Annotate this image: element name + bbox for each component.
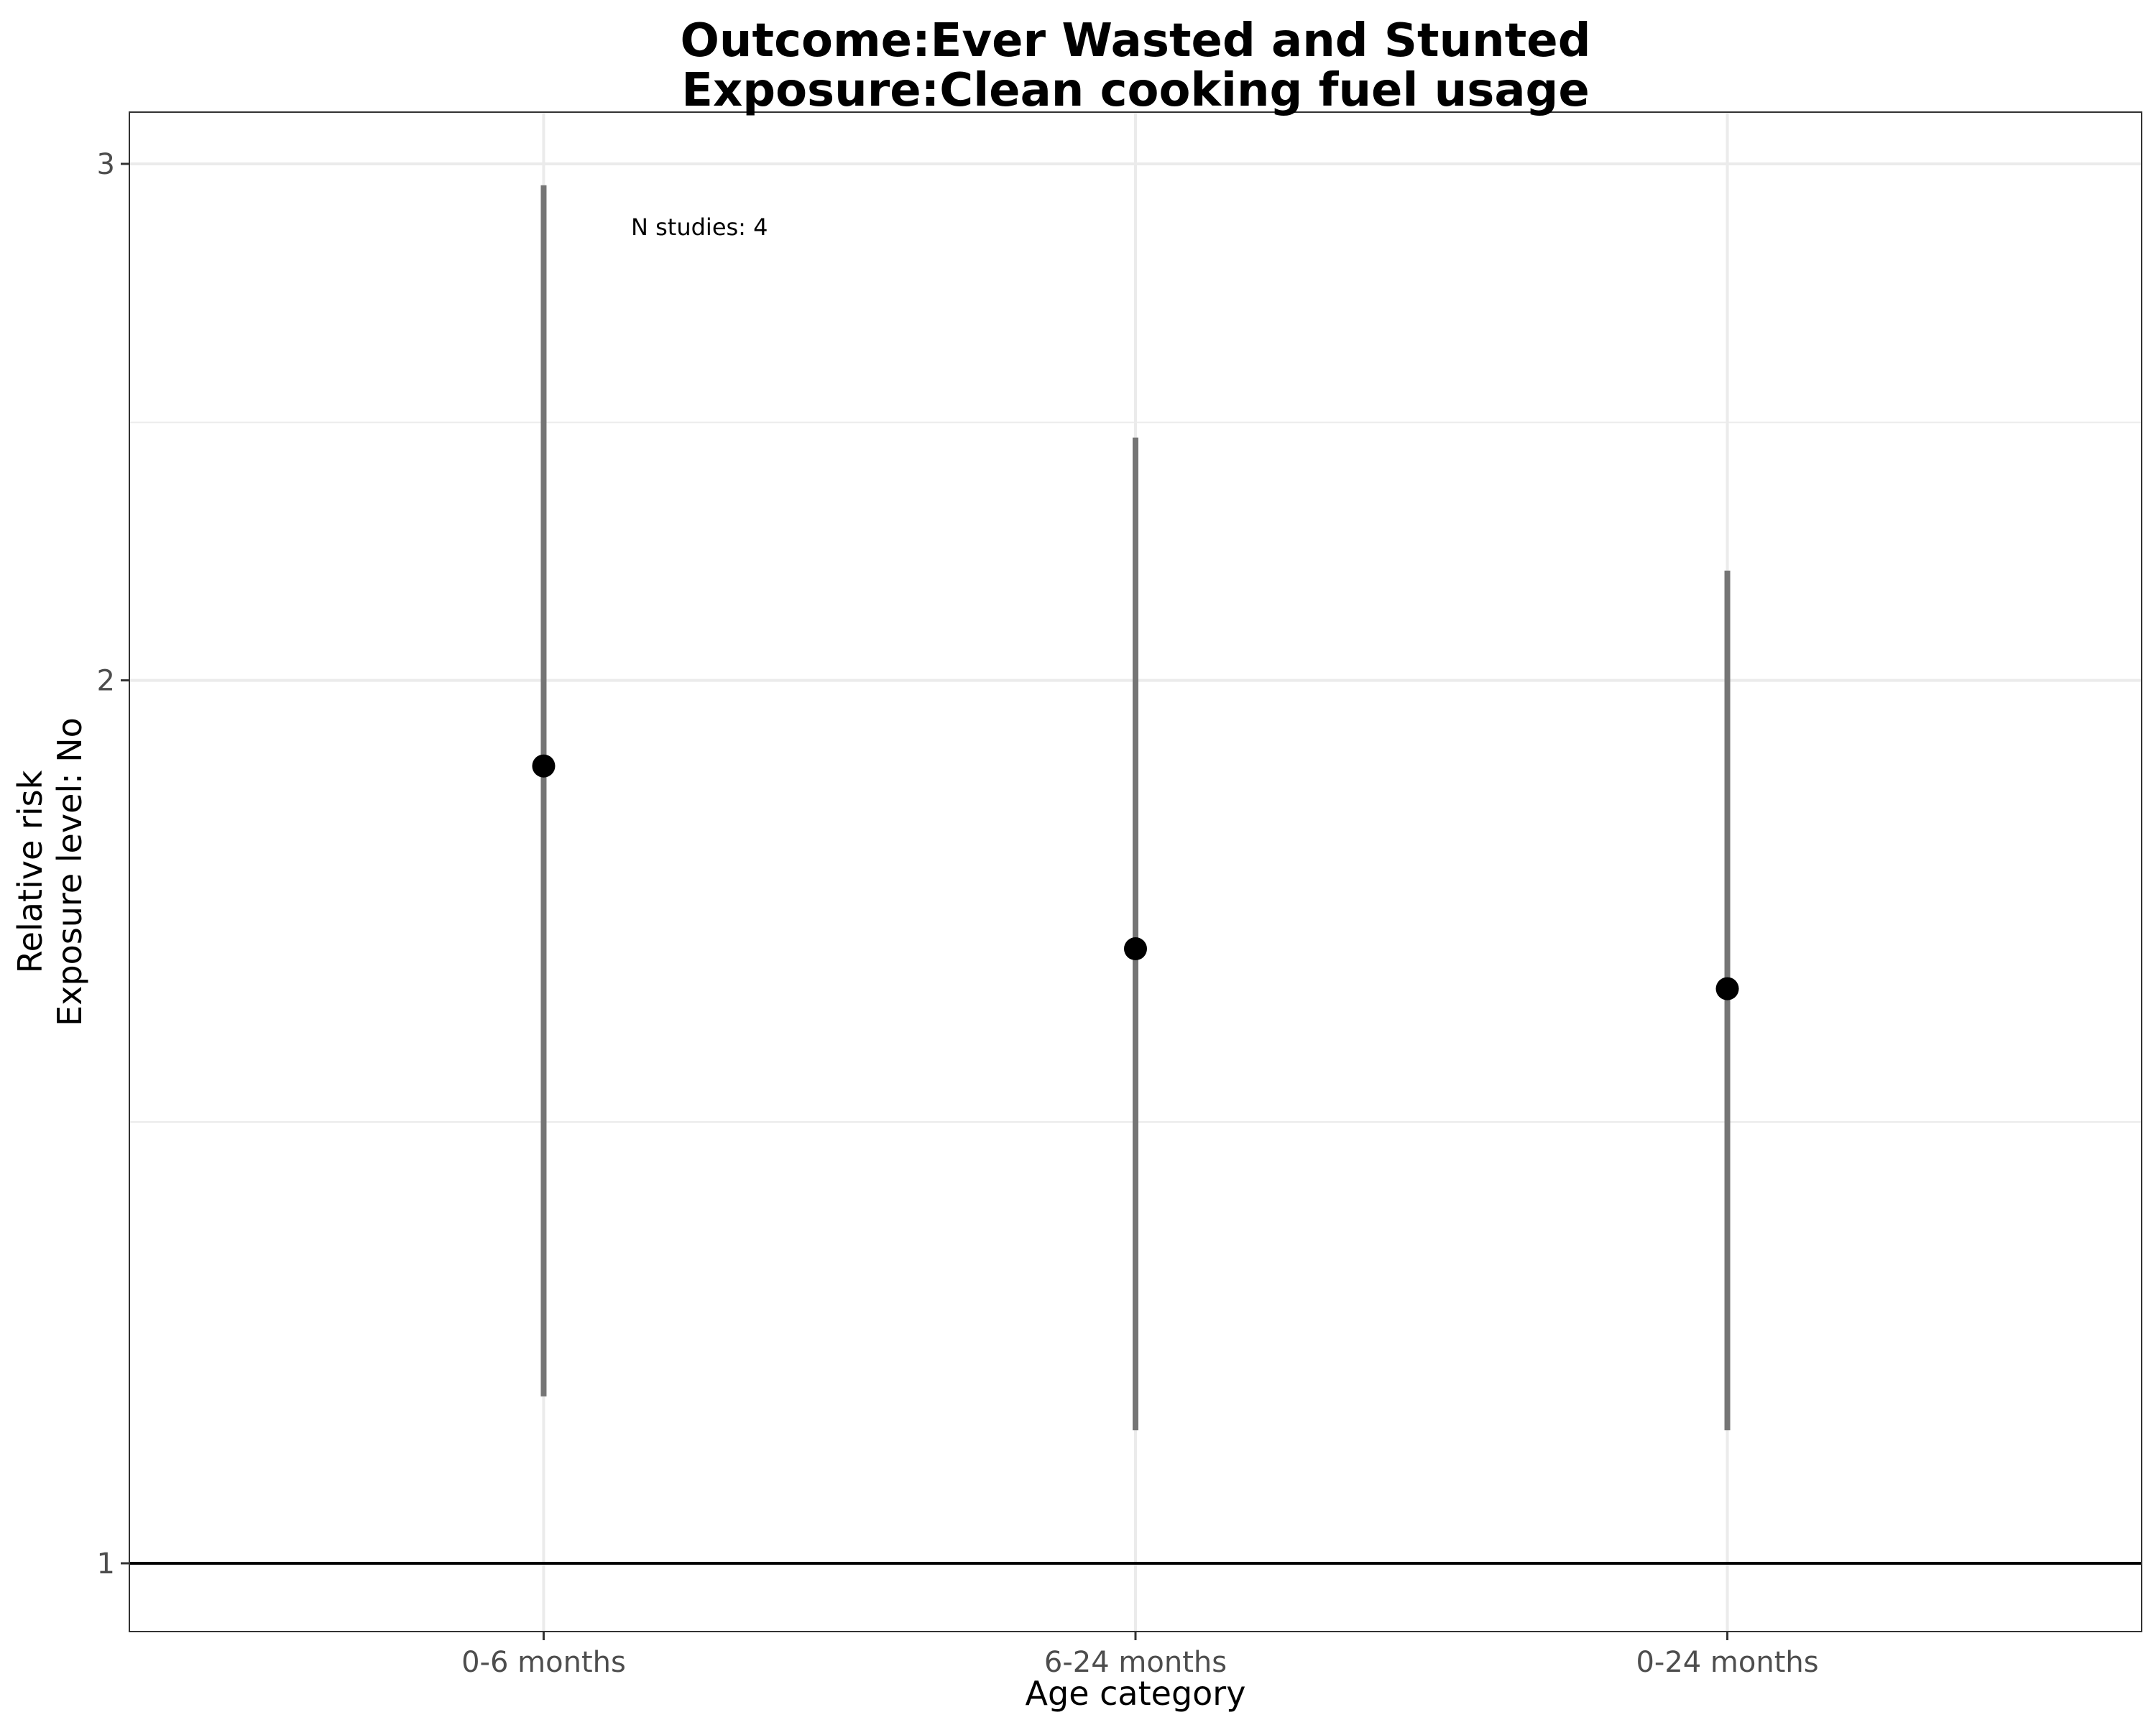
chart-title-line-1: Outcome:Ever Wasted and Stunted (681, 14, 1591, 68)
y-axis: 1 2 3 (97, 148, 129, 1581)
x-tick-label: 0-24 months (1636, 1646, 1818, 1679)
estimate-point (532, 754, 556, 778)
estimate-point (1124, 937, 1147, 961)
x-axis-title: Age category (1026, 1674, 1246, 1713)
x-tick-label: 0-6 months (461, 1646, 626, 1679)
chart-title-line-2: Exposure:Clean cooking fuel usage (681, 64, 1589, 117)
x-axis: 0-6 months 6-24 months 0-24 months (461, 1632, 1819, 1679)
y-axis-title-line-2: Exposure level: No (50, 717, 89, 1026)
x-tick-label: 6-24 months (1044, 1646, 1227, 1679)
n-studies-annotation: N studies: 4 (631, 213, 768, 241)
estimate-point (1715, 977, 1739, 1000)
y-axis-title-line-1: Relative risk (11, 770, 50, 973)
data-marks (532, 185, 1739, 1431)
y-tick-label: 1 (97, 1547, 115, 1581)
y-tick-label: 3 (97, 148, 115, 181)
y-tick-label: 2 (97, 665, 115, 698)
